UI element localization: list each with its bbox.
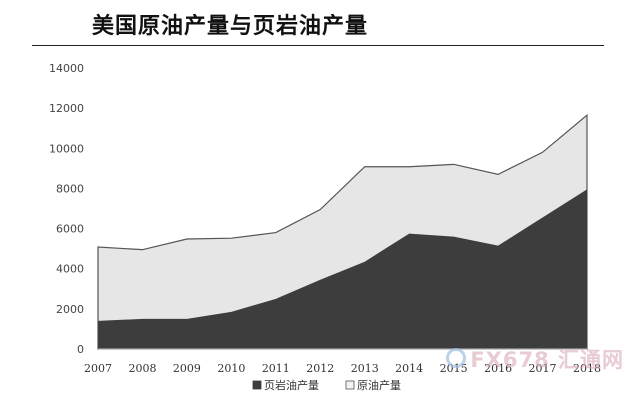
title-underline (32, 45, 604, 46)
y-tick-label-3: 6000 (56, 223, 84, 236)
legend-swatch-1 (345, 380, 355, 390)
y-tick-label-7: 14000 (49, 62, 84, 75)
y-tick-label-1: 2000 (56, 303, 84, 316)
x-tick-label-2014: 2014 (395, 362, 423, 375)
area-series-1 (98, 189, 587, 349)
x-tick-label-2013: 2013 (351, 362, 379, 375)
x-tick-label-2018: 2018 (573, 362, 601, 375)
x-tick-label-2012: 2012 (306, 362, 334, 375)
x-tick-label-2007: 2007 (84, 362, 112, 375)
legend-swatch-0 (252, 380, 262, 390)
y-tick-label-4: 8000 (56, 182, 84, 195)
x-tick-label-2009: 2009 (173, 362, 201, 375)
x-tick-label-2011: 2011 (262, 362, 290, 375)
watermark: FX678 汇通网 (446, 344, 624, 374)
x-tick-label-2017: 2017 (529, 362, 557, 375)
legend-label-0: 页岩油产量 (264, 378, 319, 392)
x-tick-label-2008: 2008 (128, 362, 156, 375)
y-tick-label-6: 12000 (49, 102, 84, 115)
watermark-text: FX678 汇通网 (470, 348, 624, 372)
x-tick-label-2010: 2010 (217, 362, 245, 375)
watermark-logo-icon (446, 348, 467, 368)
chart-title: 美国原油产量与页岩油产量 (91, 13, 368, 39)
x-tick-label-2016: 2016 (484, 362, 512, 375)
y-tick-label-2: 4000 (56, 263, 84, 276)
legend-label-1: 原油产量 (357, 378, 401, 392)
y-tick-label-5: 10000 (49, 142, 84, 155)
y-tick-label-0: 0 (77, 343, 84, 356)
